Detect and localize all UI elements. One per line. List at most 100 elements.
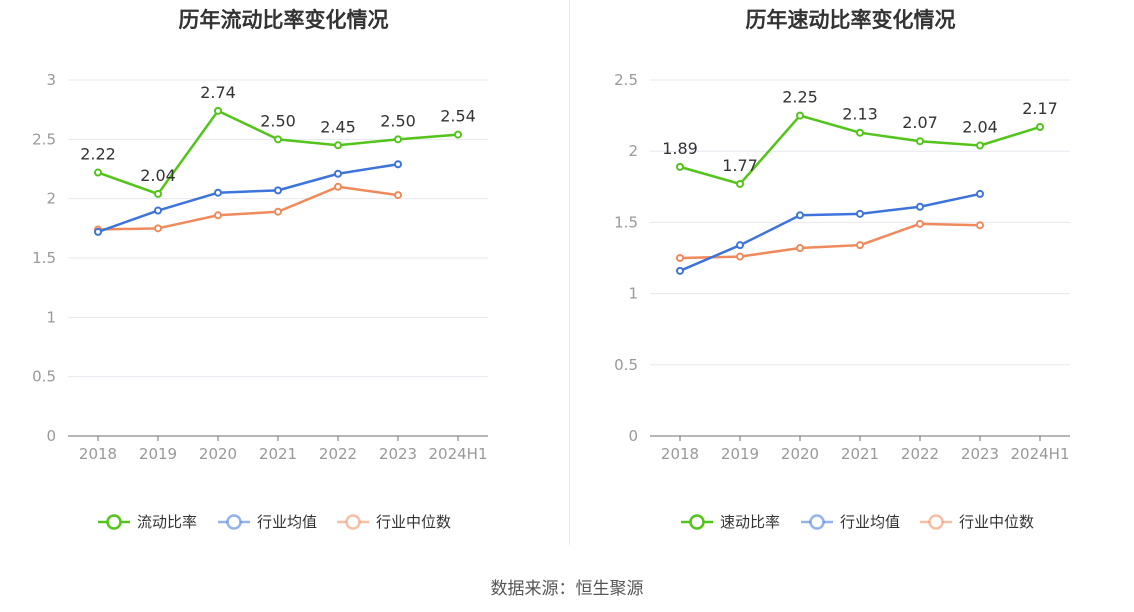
legend-label: 行业中位数 — [959, 513, 1034, 531]
data-point — [334, 169, 342, 178]
series-line — [679, 192, 981, 272]
data-point — [214, 106, 222, 115]
legend-label: 行业均值 — [840, 513, 900, 531]
data-point — [274, 207, 282, 216]
legend-swatch-marker — [345, 514, 361, 530]
legend-swatch-marker — [226, 514, 242, 530]
data-point — [394, 135, 402, 144]
legend-swatch-marker — [106, 514, 122, 530]
y-tick-label: 3 — [46, 71, 56, 89]
data-point — [976, 141, 984, 150]
legend-swatch-marker — [928, 514, 944, 530]
y-tick-label: 2.5 — [614, 71, 638, 89]
x-tick-label: 2019 — [139, 445, 177, 463]
series-line — [97, 185, 399, 231]
chart-title: 历年速动比率变化情况 — [745, 8, 956, 32]
x-tick-label: 2021 — [841, 445, 879, 463]
x-tick-label: 2024H1 — [429, 445, 488, 463]
data-point — [334, 182, 342, 191]
legend-label: 流动比率 — [137, 513, 197, 531]
y-tick-label: 0 — [46, 427, 56, 445]
x-tick-label: 2019 — [721, 445, 759, 463]
legend-label: 行业均值 — [257, 513, 317, 531]
y-tick-label: 1.5 — [614, 213, 638, 231]
data-label: 2.74 — [200, 83, 236, 102]
y-tick-label: 2 — [46, 190, 56, 208]
data-label: 2.13 — [842, 105, 878, 124]
legend-swatch-marker — [809, 514, 825, 530]
y-tick-label: 1 — [628, 285, 638, 303]
legend-label: 速动比率 — [720, 513, 780, 531]
data-point — [736, 252, 744, 261]
data-label: 2.45 — [320, 117, 356, 136]
x-tick-label: 2018 — [661, 445, 699, 463]
data-point — [736, 179, 744, 188]
data-label: 1.89 — [662, 139, 698, 158]
chart-title: 历年流动比率变化情况 — [178, 8, 389, 32]
data-label: 1.77 — [722, 156, 758, 175]
data-point — [94, 227, 102, 236]
data-point — [154, 206, 162, 215]
x-tick-label: 2024H1 — [1011, 445, 1070, 463]
data-label: 2.25 — [782, 88, 818, 107]
x-tick-label: 2022 — [319, 445, 357, 463]
chart-canvas: 0 0.5 1 1.5 2 2.5 2018 2019 2020 2021 2022 2023 2024… — [614, 71, 1070, 531]
data-label: 2.50 — [380, 111, 416, 130]
data-point — [856, 241, 864, 250]
data-label: 2.04 — [140, 166, 176, 185]
data-source: 数据来源：恒生聚源 — [490, 579, 644, 599]
series-line — [679, 222, 981, 260]
legend-swatch-marker — [689, 514, 705, 530]
y-tick-label: 1.5 — [32, 249, 56, 267]
y-tick-label: 0.5 — [32, 368, 56, 386]
x-tick-label: 2021 — [259, 445, 297, 463]
chart-canvas: 0 0.5 1 1.5 2 2.5 3 2018 2019 2020 2021 2022 2023 202… — [32, 71, 488, 531]
y-tick-label: 1 — [46, 308, 56, 326]
data-point — [796, 111, 804, 120]
data-point — [676, 162, 684, 171]
data-point — [796, 211, 804, 220]
data-point — [214, 211, 222, 220]
y-tick-label: 0 — [628, 427, 638, 445]
data-point — [976, 221, 984, 230]
data-label: 2.04 — [962, 118, 998, 137]
x-tick-label: 2020 — [781, 445, 819, 463]
data-label: 2.54 — [440, 107, 476, 126]
y-tick-label: 0.5 — [614, 356, 638, 374]
data-label: 2.17 — [1022, 99, 1058, 118]
x-tick-label: 2022 — [901, 445, 939, 463]
data-point — [916, 219, 924, 228]
data-point — [976, 189, 984, 198]
data-point — [274, 186, 282, 195]
data-point — [736, 241, 744, 250]
data-point — [676, 266, 684, 275]
current-ratio-chart: 历年流动比率变化情况 0 0.5 1 1.5 2 2.5 3 2018 2019 2020 2021… — [0, 0, 567, 560]
data-label: 2.07 — [902, 113, 938, 132]
data-label: 2.22 — [80, 145, 116, 164]
x-tick-label: 2023 — [961, 445, 999, 463]
legend-label: 行业中位数 — [376, 513, 451, 531]
x-tick-label: 2020 — [199, 445, 237, 463]
x-tick-label: 2023 — [379, 445, 417, 463]
data-point — [214, 188, 222, 197]
y-tick-label: 2.5 — [32, 130, 56, 148]
data-point — [154, 189, 162, 198]
data-point — [916, 202, 924, 211]
data-point — [454, 130, 462, 139]
data-label: 2.50 — [260, 111, 296, 130]
data-point — [274, 135, 282, 144]
series-line — [97, 163, 399, 234]
panel-divider — [569, 0, 570, 545]
quick-ratio-chart: 历年速动比率变化情况 0 0.5 1 1.5 2 2.5 2018 2019 2020 2021 2… — [567, 0, 1134, 560]
data-point — [394, 160, 402, 169]
data-point — [916, 137, 924, 146]
y-tick-label: 2 — [628, 142, 638, 160]
data-point — [1036, 122, 1044, 131]
x-tick-label: 2018 — [79, 445, 117, 463]
data-point — [154, 224, 162, 233]
data-point — [394, 191, 402, 200]
data-point — [334, 141, 342, 150]
data-point — [94, 168, 102, 177]
data-point — [856, 209, 864, 218]
data-point — [856, 128, 864, 137]
